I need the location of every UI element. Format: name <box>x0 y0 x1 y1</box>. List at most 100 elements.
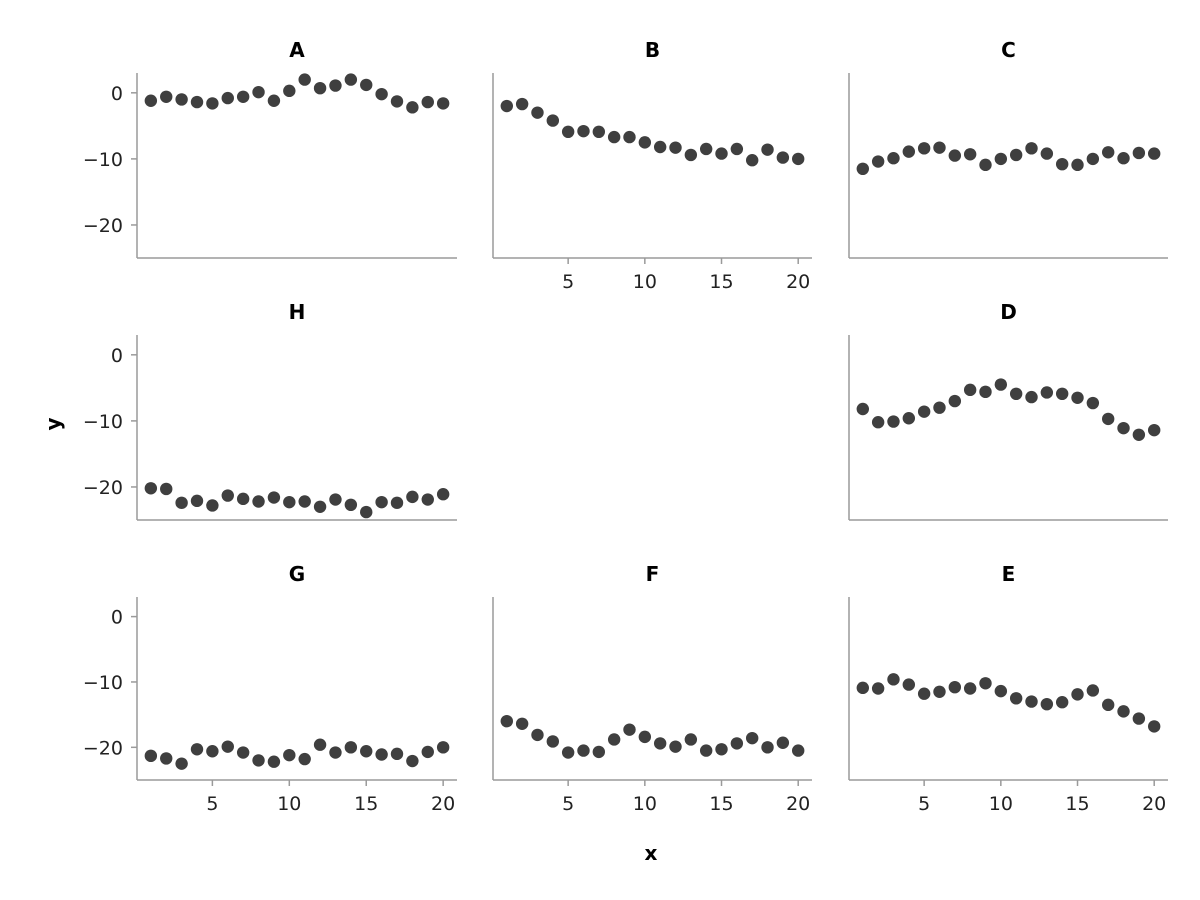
chart-panels: A 0 −10 −20 B 5 10 15 20 C H 0 −10 −20 D G 0 −10 −20 5 10 15 2… <box>83 38 1168 815</box>
scatter-point <box>1055 387 1069 401</box>
scatter-point <box>791 744 805 757</box>
scatter-point <box>887 415 900 428</box>
scatter-point <box>329 746 342 759</box>
scatter-point <box>715 147 728 160</box>
x-tick-label: 20 <box>786 793 810 815</box>
scatter-point <box>1086 684 1100 697</box>
scatter-point <box>344 73 358 86</box>
y-tick-label: 0 <box>111 607 123 629</box>
scatter-point <box>283 495 296 509</box>
scatter-point <box>175 93 188 106</box>
scatter-point <box>267 755 281 768</box>
scatter-point <box>206 97 219 110</box>
scatter-point <box>715 743 728 756</box>
x-tick-label: 5 <box>562 793 574 815</box>
panel-title: D <box>1000 300 1017 324</box>
scatter-point <box>436 488 450 501</box>
scatter-point <box>1040 386 1054 399</box>
scatter-point <box>979 158 992 172</box>
scatter-point <box>1025 695 1038 708</box>
scatter-point <box>1071 688 1084 701</box>
scatter-point <box>577 744 590 757</box>
scatter-point <box>313 81 327 95</box>
scatter-point <box>592 745 606 759</box>
scatter-point <box>406 490 419 504</box>
scatter-point <box>144 482 158 495</box>
y-tick-label: −20 <box>83 215 123 237</box>
scatter-point <box>500 99 514 113</box>
scatter-point <box>684 733 698 746</box>
scatter-point <box>871 682 885 695</box>
scatter-point <box>1055 157 1069 171</box>
scatter-point <box>994 152 1008 166</box>
scatter-point <box>933 141 946 154</box>
x-tick-label: 10 <box>633 271 657 293</box>
scatter-point <box>206 499 219 512</box>
scatter-point <box>283 84 296 98</box>
scatter-point <box>776 151 790 164</box>
scatter-point <box>515 97 529 111</box>
scatter-point <box>856 162 870 176</box>
scatter-point <box>1101 146 1115 159</box>
scatter-point <box>653 737 667 750</box>
scatter-point <box>1147 720 1161 733</box>
scatter-point <box>360 78 373 92</box>
y-tick-label: −10 <box>83 411 123 433</box>
scatter-point <box>669 740 682 753</box>
scatter-point <box>623 723 636 736</box>
scatter-point <box>160 482 173 496</box>
scatter-point <box>267 94 281 107</box>
scatter-point <box>730 737 744 750</box>
scatter-point <box>1009 692 1023 705</box>
scatter-point <box>1025 390 1038 404</box>
panel-G: G 0 −10 −20 5 10 15 20 <box>83 562 457 815</box>
panel-title: A <box>289 38 305 62</box>
panel-E: E 5 10 15 20 <box>848 562 1168 815</box>
scatter-point <box>1147 423 1161 437</box>
scatter-point <box>653 140 667 154</box>
scatter-point <box>531 106 544 119</box>
scatter-point <box>206 745 219 758</box>
scatter-point <box>267 491 281 504</box>
scatter-point <box>979 677 992 690</box>
scatter-point <box>390 496 404 510</box>
scatter-point <box>577 124 590 138</box>
scatter-point <box>190 494 204 508</box>
scatter-point <box>948 149 962 162</box>
x-tick-label: 10 <box>633 793 657 815</box>
x-axis-title: x <box>645 841 658 865</box>
panel-title: F <box>646 562 660 586</box>
scatter-point <box>979 385 992 399</box>
x-tick-label: 15 <box>709 271 733 293</box>
panel-title: G <box>289 562 305 586</box>
scatter-point <box>902 145 916 158</box>
panel-H: H 0 −10 −20 <box>83 300 457 521</box>
scatter-point <box>144 94 158 107</box>
scatter-point <box>390 95 404 108</box>
scatter-point <box>375 495 388 509</box>
scatter-point <box>917 142 931 155</box>
scatter-point <box>1101 412 1115 426</box>
scatter-point <box>252 495 265 508</box>
scatter-point <box>390 747 404 761</box>
scatter-point <box>1117 705 1130 718</box>
scatter-point <box>607 130 621 144</box>
scatter-point <box>360 505 373 519</box>
scatter-point <box>699 744 713 757</box>
scatter-point <box>1040 147 1054 160</box>
y-tick-label: −20 <box>83 477 123 499</box>
scatter-point <box>699 142 713 156</box>
scatter-point <box>933 685 946 698</box>
scatter-point <box>236 746 250 759</box>
scatter-point <box>933 401 946 414</box>
scatter-point <box>236 492 250 506</box>
scatter-point <box>887 673 900 686</box>
x-tick-label: 15 <box>709 793 733 815</box>
x-tick-label: 10 <box>989 793 1013 815</box>
scatter-point <box>1132 146 1146 160</box>
x-tick-label: 20 <box>431 793 455 815</box>
scatter-point <box>948 394 962 408</box>
scatter-point <box>190 95 204 109</box>
scatter-point <box>406 754 419 768</box>
scatter-point <box>375 748 388 761</box>
